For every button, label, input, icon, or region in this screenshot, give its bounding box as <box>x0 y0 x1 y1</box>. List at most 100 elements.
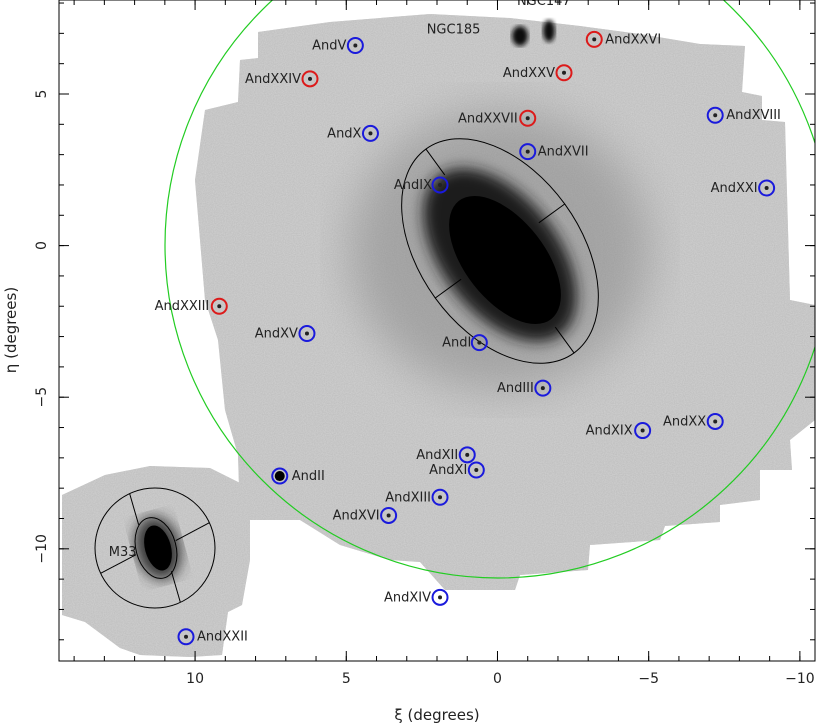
satellite-label: AndXX <box>663 414 706 429</box>
blue-marker <box>431 588 449 606</box>
y-tick-label: −5 <box>34 387 50 408</box>
x-axis-label: ξ (degrees) <box>394 706 479 724</box>
m33-circle <box>94 487 216 609</box>
blue-marker <box>534 379 552 397</box>
boundary-circle <box>164 0 815 579</box>
satellite-label: AndXVIII <box>726 108 781 123</box>
red-marker <box>555 64 573 82</box>
satellite-label: AndII <box>292 469 325 484</box>
satellite-label: AndI <box>442 336 471 351</box>
blue-marker <box>177 628 195 646</box>
blue-marker <box>346 36 364 54</box>
satellite-label: AndXXVI <box>605 32 661 47</box>
satellite-label: AndXII <box>416 448 458 463</box>
blue-marker <box>361 124 379 142</box>
satellite-andxix: AndXIX <box>586 422 652 440</box>
satellite-core <box>592 37 597 42</box>
galaxy-label-m33: M33 <box>109 545 137 560</box>
satellite-label: AndIX <box>394 178 432 193</box>
y-tick-label: 0 <box>34 241 50 250</box>
satellite-core <box>438 182 443 187</box>
red-marker <box>301 70 319 88</box>
satellite-andxxiv: AndXXIV <box>245 70 319 88</box>
satellite-andxxii: AndXXII <box>177 628 248 646</box>
satellite-andxxv: AndXXV <box>503 64 573 82</box>
red-marker <box>519 109 537 127</box>
satellite-core <box>525 116 530 121</box>
x-tick-label: 5 <box>342 671 351 687</box>
satellite-core <box>713 113 718 118</box>
blue-marker <box>431 488 449 506</box>
satellite-andxxiii: AndXXIII <box>155 297 228 315</box>
x-tick-label: 10 <box>186 671 204 687</box>
x-tick-label: −5 <box>638 671 659 687</box>
satellite-label: AndXXI <box>711 181 758 196</box>
satellite-core <box>477 340 482 345</box>
satellite-andxvii: AndXVII <box>519 143 589 161</box>
m31-disk <box>350 110 650 390</box>
satellite-andxiv: AndXIV <box>384 588 449 606</box>
m31-ellipse <box>401 138 599 364</box>
satellite-andix: AndIX <box>394 176 449 194</box>
satellite-label: AndXIX <box>586 424 633 439</box>
satellite-label: AndXXII <box>197 630 248 645</box>
blue-marker <box>519 143 537 161</box>
satellite-core <box>307 76 312 81</box>
satellite-andxi: AndXI <box>429 461 485 479</box>
satellite-andv: AndV <box>312 36 364 54</box>
satellite-andxx: AndXX <box>663 412 724 430</box>
satellite-core <box>465 452 470 457</box>
blue-marker <box>634 422 652 440</box>
satellite-label: AndV <box>312 38 346 53</box>
y-tick-label: 5 <box>34 90 50 99</box>
satellite-andxiii: AndXIII <box>385 488 449 506</box>
satellite-core <box>562 70 567 75</box>
satellite-label: AndXVII <box>538 145 589 160</box>
satellite-andxxi: AndXXI <box>711 179 776 197</box>
satellite-label: AndXXIV <box>245 72 301 87</box>
satellite-label: AndXVI <box>333 508 380 523</box>
satellite-core <box>438 495 443 500</box>
satellite-andi: AndI <box>442 334 488 352</box>
satellite-core <box>713 419 718 424</box>
blue-marker <box>271 467 289 485</box>
blue-marker <box>470 334 488 352</box>
satellite-core <box>184 634 189 639</box>
satellite-core <box>386 513 391 518</box>
satellite-core <box>304 331 309 336</box>
satellite-andx: AndX <box>327 124 379 142</box>
ngc-galaxies <box>512 20 555 46</box>
blue-marker <box>431 176 449 194</box>
satellite-label: AndXXIII <box>155 299 210 314</box>
y-tick-label: −10 <box>34 534 50 564</box>
blue-marker <box>467 461 485 479</box>
x-tick-label: −10 <box>785 671 815 687</box>
satellite-core <box>640 428 645 433</box>
satellite-core <box>764 185 769 190</box>
satellite-label: AndXXV <box>503 66 555 81</box>
satellite-core <box>368 131 373 136</box>
satellite-label: AndXI <box>429 463 467 478</box>
andii-core <box>274 471 285 482</box>
satellite-core <box>474 467 479 472</box>
blue-marker <box>458 446 476 464</box>
y-axis-label: η (degrees) <box>2 287 20 373</box>
galaxy-label-ngc185: NGC185 <box>427 22 481 37</box>
satellite-label: AndXXVII <box>458 111 518 126</box>
satellite-label: AndX <box>327 126 361 141</box>
blue-marker <box>298 325 316 343</box>
blue-marker <box>706 106 724 124</box>
blue-marker <box>380 506 398 524</box>
satellite-core <box>540 386 545 391</box>
satellite-core <box>525 149 530 154</box>
satellite-label: AndXIV <box>384 590 431 605</box>
m33-disk <box>135 516 181 580</box>
satellite-andiii: AndIII <box>497 379 552 397</box>
satellite-label: AndIII <box>497 381 534 396</box>
satellite-andxxvi: AndXXVI <box>585 30 661 48</box>
satellite-andxv: AndXV <box>255 325 316 343</box>
satellite-andxviii: AndXVIII <box>706 106 781 124</box>
satellite-core <box>353 43 358 48</box>
